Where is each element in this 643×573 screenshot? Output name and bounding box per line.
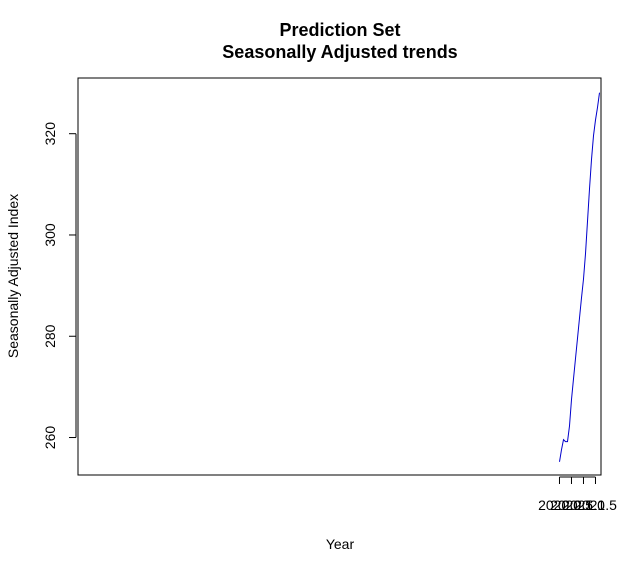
- y-tick-label: 260: [42, 426, 58, 450]
- y-tick-label: 320: [42, 122, 58, 146]
- y-axis-label: Seasonally Adjusted Index: [5, 194, 21, 358]
- plot-frame: [77, 77, 602, 476]
- x-tick-label: 2021.5: [574, 497, 617, 513]
- x-tick-label: 2020.5: [550, 497, 593, 513]
- y-tick-label: 280: [42, 324, 58, 348]
- series-layer: [559, 92, 600, 462]
- y-tick-label: 300: [42, 223, 58, 247]
- chart-subtitle: Seasonally Adjusted trends: [222, 42, 457, 62]
- chart-title: Prediction Set: [279, 20, 400, 40]
- series-line: [559, 92, 600, 462]
- x-tick-label: 2020.0: [538, 497, 581, 513]
- y-axis: 260 280 300 320: [42, 122, 77, 450]
- x-axis-label: Year: [326, 536, 355, 552]
- x-tick-label: 2021.0: [562, 497, 605, 513]
